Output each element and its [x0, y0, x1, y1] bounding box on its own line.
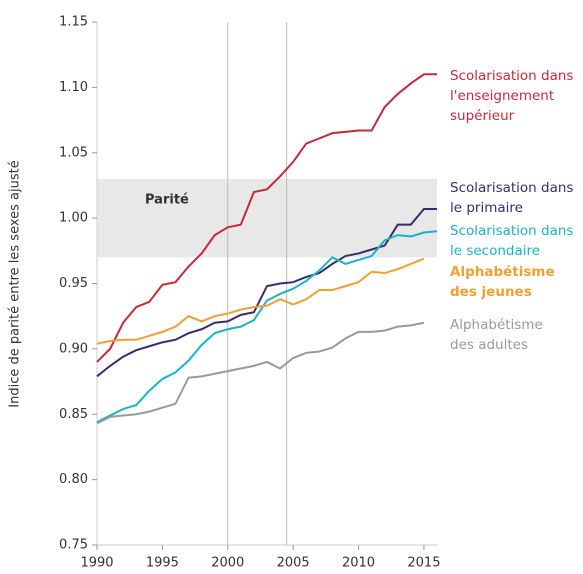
series-label: Scolarisation dans le secondaire — [450, 223, 574, 259]
x-tick-label: 1990 — [80, 556, 113, 571]
y-tick-label: 1.05 — [59, 145, 88, 160]
x-tick-label: 2005 — [277, 556, 310, 571]
y-tick-label: 1.15 — [59, 15, 88, 30]
y-tick-label: 1.00 — [59, 211, 88, 226]
series-line — [96, 73, 437, 363]
x-tick-label: 2000 — [211, 556, 244, 571]
x-tick-label: 1995 — [146, 556, 179, 571]
y-axis-label: Indice de parité entre les sexes ajusté — [8, 160, 23, 407]
series-label: Alphabétisme des jeunes — [450, 264, 555, 300]
series-label: Scolarisation dans l'enseignement supéri… — [450, 68, 574, 124]
y-tick-label: 0.95 — [59, 276, 88, 291]
y-tick-label: 0.75 — [59, 538, 88, 553]
series-line — [96, 230, 438, 423]
band-label: Parité — [145, 193, 189, 208]
parity-band — [97, 178, 437, 258]
x-tick-label: 2010 — [342, 556, 375, 571]
series-line — [96, 257, 425, 345]
series-label: Scolarisation dans le primaire — [450, 180, 574, 216]
series-label: Alphabétisme des adultes — [450, 317, 543, 353]
y-tick-label: 1.10 — [59, 80, 88, 95]
series-line — [96, 321, 425, 425]
y-tick-label: 0.90 — [59, 341, 88, 356]
x-tick-label: 2015 — [407, 556, 440, 571]
y-tick-label: 0.85 — [59, 407, 88, 422]
y-tick-label: 0.80 — [59, 472, 88, 487]
